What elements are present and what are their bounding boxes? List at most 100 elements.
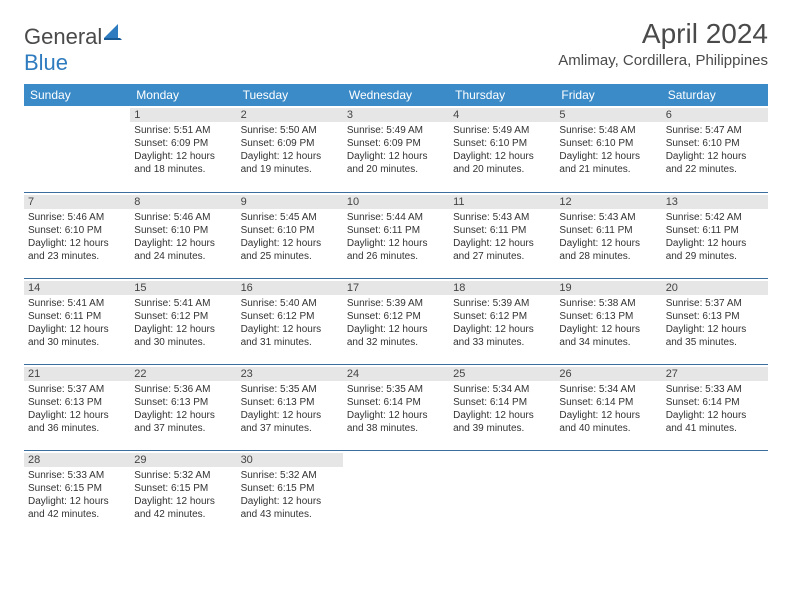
- sunset-text: Sunset: 6:10 PM: [28, 224, 126, 237]
- calendar-day-cell: 23Sunrise: 5:35 AMSunset: 6:13 PMDayligh…: [237, 364, 343, 450]
- calendar-day-cell: 30Sunrise: 5:32 AMSunset: 6:15 PMDayligh…: [237, 450, 343, 536]
- brand-part1: General: [24, 24, 102, 49]
- calendar-page: GeneralBlue April 2024 Amlimay, Cordille…: [0, 0, 792, 554]
- calendar-day-cell: 20Sunrise: 5:37 AMSunset: 6:13 PMDayligh…: [662, 278, 768, 364]
- day-number: 27: [662, 367, 768, 381]
- calendar-day-cell: 25Sunrise: 5:34 AMSunset: 6:14 PMDayligh…: [449, 364, 555, 450]
- day-number: 8: [130, 195, 236, 209]
- calendar-day-cell: 27Sunrise: 5:33 AMSunset: 6:14 PMDayligh…: [662, 364, 768, 450]
- sunset-text: Sunset: 6:09 PM: [241, 137, 339, 150]
- sail-icon: [104, 24, 122, 40]
- sunset-text: Sunset: 6:14 PM: [559, 396, 657, 409]
- day-number: 30: [237, 453, 343, 467]
- sunrise-text: Sunrise: 5:36 AM: [134, 383, 232, 396]
- daylight-text: Daylight: 12 hours: [241, 237, 339, 250]
- daylight-text: Daylight: 12 hours: [28, 237, 126, 250]
- calendar-day-cell: 2Sunrise: 5:50 AMSunset: 6:09 PMDaylight…: [237, 106, 343, 192]
- day-number: 25: [449, 367, 555, 381]
- sunset-text: Sunset: 6:13 PM: [559, 310, 657, 323]
- sunrise-text: Sunrise: 5:41 AM: [134, 297, 232, 310]
- daylight-text: Daylight: 12 hours: [453, 409, 551, 422]
- weekday-header: Monday: [130, 84, 236, 106]
- weekday-header: Friday: [555, 84, 661, 106]
- sunrise-text: Sunrise: 5:33 AM: [666, 383, 764, 396]
- sunrise-text: Sunrise: 5:37 AM: [28, 383, 126, 396]
- sunset-text: Sunset: 6:10 PM: [559, 137, 657, 150]
- day-number: 7: [24, 195, 130, 209]
- location-text: Amlimay, Cordillera, Philippines: [558, 52, 768, 69]
- day-number: 19: [555, 281, 661, 295]
- weekday-header: Sunday: [24, 84, 130, 106]
- brand-text: GeneralBlue: [24, 24, 122, 76]
- daylight-text: and 42 minutes.: [28, 508, 126, 521]
- calendar-day-cell: 12Sunrise: 5:43 AMSunset: 6:11 PMDayligh…: [555, 192, 661, 278]
- daylight-text: and 41 minutes.: [666, 422, 764, 435]
- calendar-day-cell: 19Sunrise: 5:38 AMSunset: 6:13 PMDayligh…: [555, 278, 661, 364]
- day-number: 4: [449, 108, 555, 122]
- calendar-day-cell: 13Sunrise: 5:42 AMSunset: 6:11 PMDayligh…: [662, 192, 768, 278]
- daylight-text: Daylight: 12 hours: [453, 237, 551, 250]
- calendar-day-cell: 22Sunrise: 5:36 AMSunset: 6:13 PMDayligh…: [130, 364, 236, 450]
- day-number: 16: [237, 281, 343, 295]
- weekday-header: Tuesday: [237, 84, 343, 106]
- daylight-text: and 23 minutes.: [28, 250, 126, 263]
- sunrise-text: Sunrise: 5:42 AM: [666, 211, 764, 224]
- sunrise-text: Sunrise: 5:47 AM: [666, 124, 764, 137]
- brand-logo: GeneralBlue: [24, 24, 122, 76]
- daylight-text: and 26 minutes.: [347, 250, 445, 263]
- sunrise-text: Sunrise: 5:40 AM: [241, 297, 339, 310]
- daylight-text: Daylight: 12 hours: [666, 409, 764, 422]
- daylight-text: and 30 minutes.: [134, 336, 232, 349]
- sunset-text: Sunset: 6:09 PM: [347, 137, 445, 150]
- day-number: 20: [662, 281, 768, 295]
- sunset-text: Sunset: 6:13 PM: [28, 396, 126, 409]
- day-number: 14: [24, 281, 130, 295]
- calendar-day-cell: 3Sunrise: 5:49 AMSunset: 6:09 PMDaylight…: [343, 106, 449, 192]
- sunset-text: Sunset: 6:13 PM: [134, 396, 232, 409]
- calendar-day-cell: [449, 450, 555, 536]
- sunset-text: Sunset: 6:09 PM: [134, 137, 232, 150]
- daylight-text: and 34 minutes.: [559, 336, 657, 349]
- sunrise-text: Sunrise: 5:35 AM: [347, 383, 445, 396]
- sunrise-text: Sunrise: 5:39 AM: [453, 297, 551, 310]
- daylight-text: Daylight: 12 hours: [347, 150, 445, 163]
- month-title: April 2024: [558, 18, 768, 50]
- daylight-text: and 36 minutes.: [28, 422, 126, 435]
- daylight-text: and 33 minutes.: [453, 336, 551, 349]
- day-number: 29: [130, 453, 236, 467]
- daylight-text: and 39 minutes.: [453, 422, 551, 435]
- sunset-text: Sunset: 6:15 PM: [241, 482, 339, 495]
- day-number: 24: [343, 367, 449, 381]
- calendar-day-cell: [555, 450, 661, 536]
- sunset-text: Sunset: 6:12 PM: [134, 310, 232, 323]
- sunrise-text: Sunrise: 5:38 AM: [559, 297, 657, 310]
- calendar-day-cell: 10Sunrise: 5:44 AMSunset: 6:11 PMDayligh…: [343, 192, 449, 278]
- calendar-week-row: 14Sunrise: 5:41 AMSunset: 6:11 PMDayligh…: [24, 278, 768, 364]
- title-block: April 2024 Amlimay, Cordillera, Philippi…: [558, 18, 768, 69]
- daylight-text: and 42 minutes.: [134, 508, 232, 521]
- sunset-text: Sunset: 6:12 PM: [347, 310, 445, 323]
- day-number: 26: [555, 367, 661, 381]
- daylight-text: and 37 minutes.: [241, 422, 339, 435]
- calendar-week-row: 21Sunrise: 5:37 AMSunset: 6:13 PMDayligh…: [24, 364, 768, 450]
- day-number: 23: [237, 367, 343, 381]
- sunrise-text: Sunrise: 5:34 AM: [453, 383, 551, 396]
- sunrise-text: Sunrise: 5:43 AM: [453, 211, 551, 224]
- calendar-week-row: 28Sunrise: 5:33 AMSunset: 6:15 PMDayligh…: [24, 450, 768, 536]
- calendar-day-cell: 18Sunrise: 5:39 AMSunset: 6:12 PMDayligh…: [449, 278, 555, 364]
- weekday-header: Thursday: [449, 84, 555, 106]
- calendar-day-cell: 11Sunrise: 5:43 AMSunset: 6:11 PMDayligh…: [449, 192, 555, 278]
- calendar-day-cell: 6Sunrise: 5:47 AMSunset: 6:10 PMDaylight…: [662, 106, 768, 192]
- sunrise-text: Sunrise: 5:41 AM: [28, 297, 126, 310]
- daylight-text: Daylight: 12 hours: [241, 150, 339, 163]
- calendar-day-cell: 8Sunrise: 5:46 AMSunset: 6:10 PMDaylight…: [130, 192, 236, 278]
- sunrise-text: Sunrise: 5:39 AM: [347, 297, 445, 310]
- daylight-text: Daylight: 12 hours: [241, 495, 339, 508]
- calendar-day-cell: 28Sunrise: 5:33 AMSunset: 6:15 PMDayligh…: [24, 450, 130, 536]
- calendar-day-cell: 26Sunrise: 5:34 AMSunset: 6:14 PMDayligh…: [555, 364, 661, 450]
- day-number: 6: [662, 108, 768, 122]
- daylight-text: Daylight: 12 hours: [666, 323, 764, 336]
- sunrise-text: Sunrise: 5:45 AM: [241, 211, 339, 224]
- sunrise-text: Sunrise: 5:32 AM: [134, 469, 232, 482]
- sunrise-text: Sunrise: 5:49 AM: [347, 124, 445, 137]
